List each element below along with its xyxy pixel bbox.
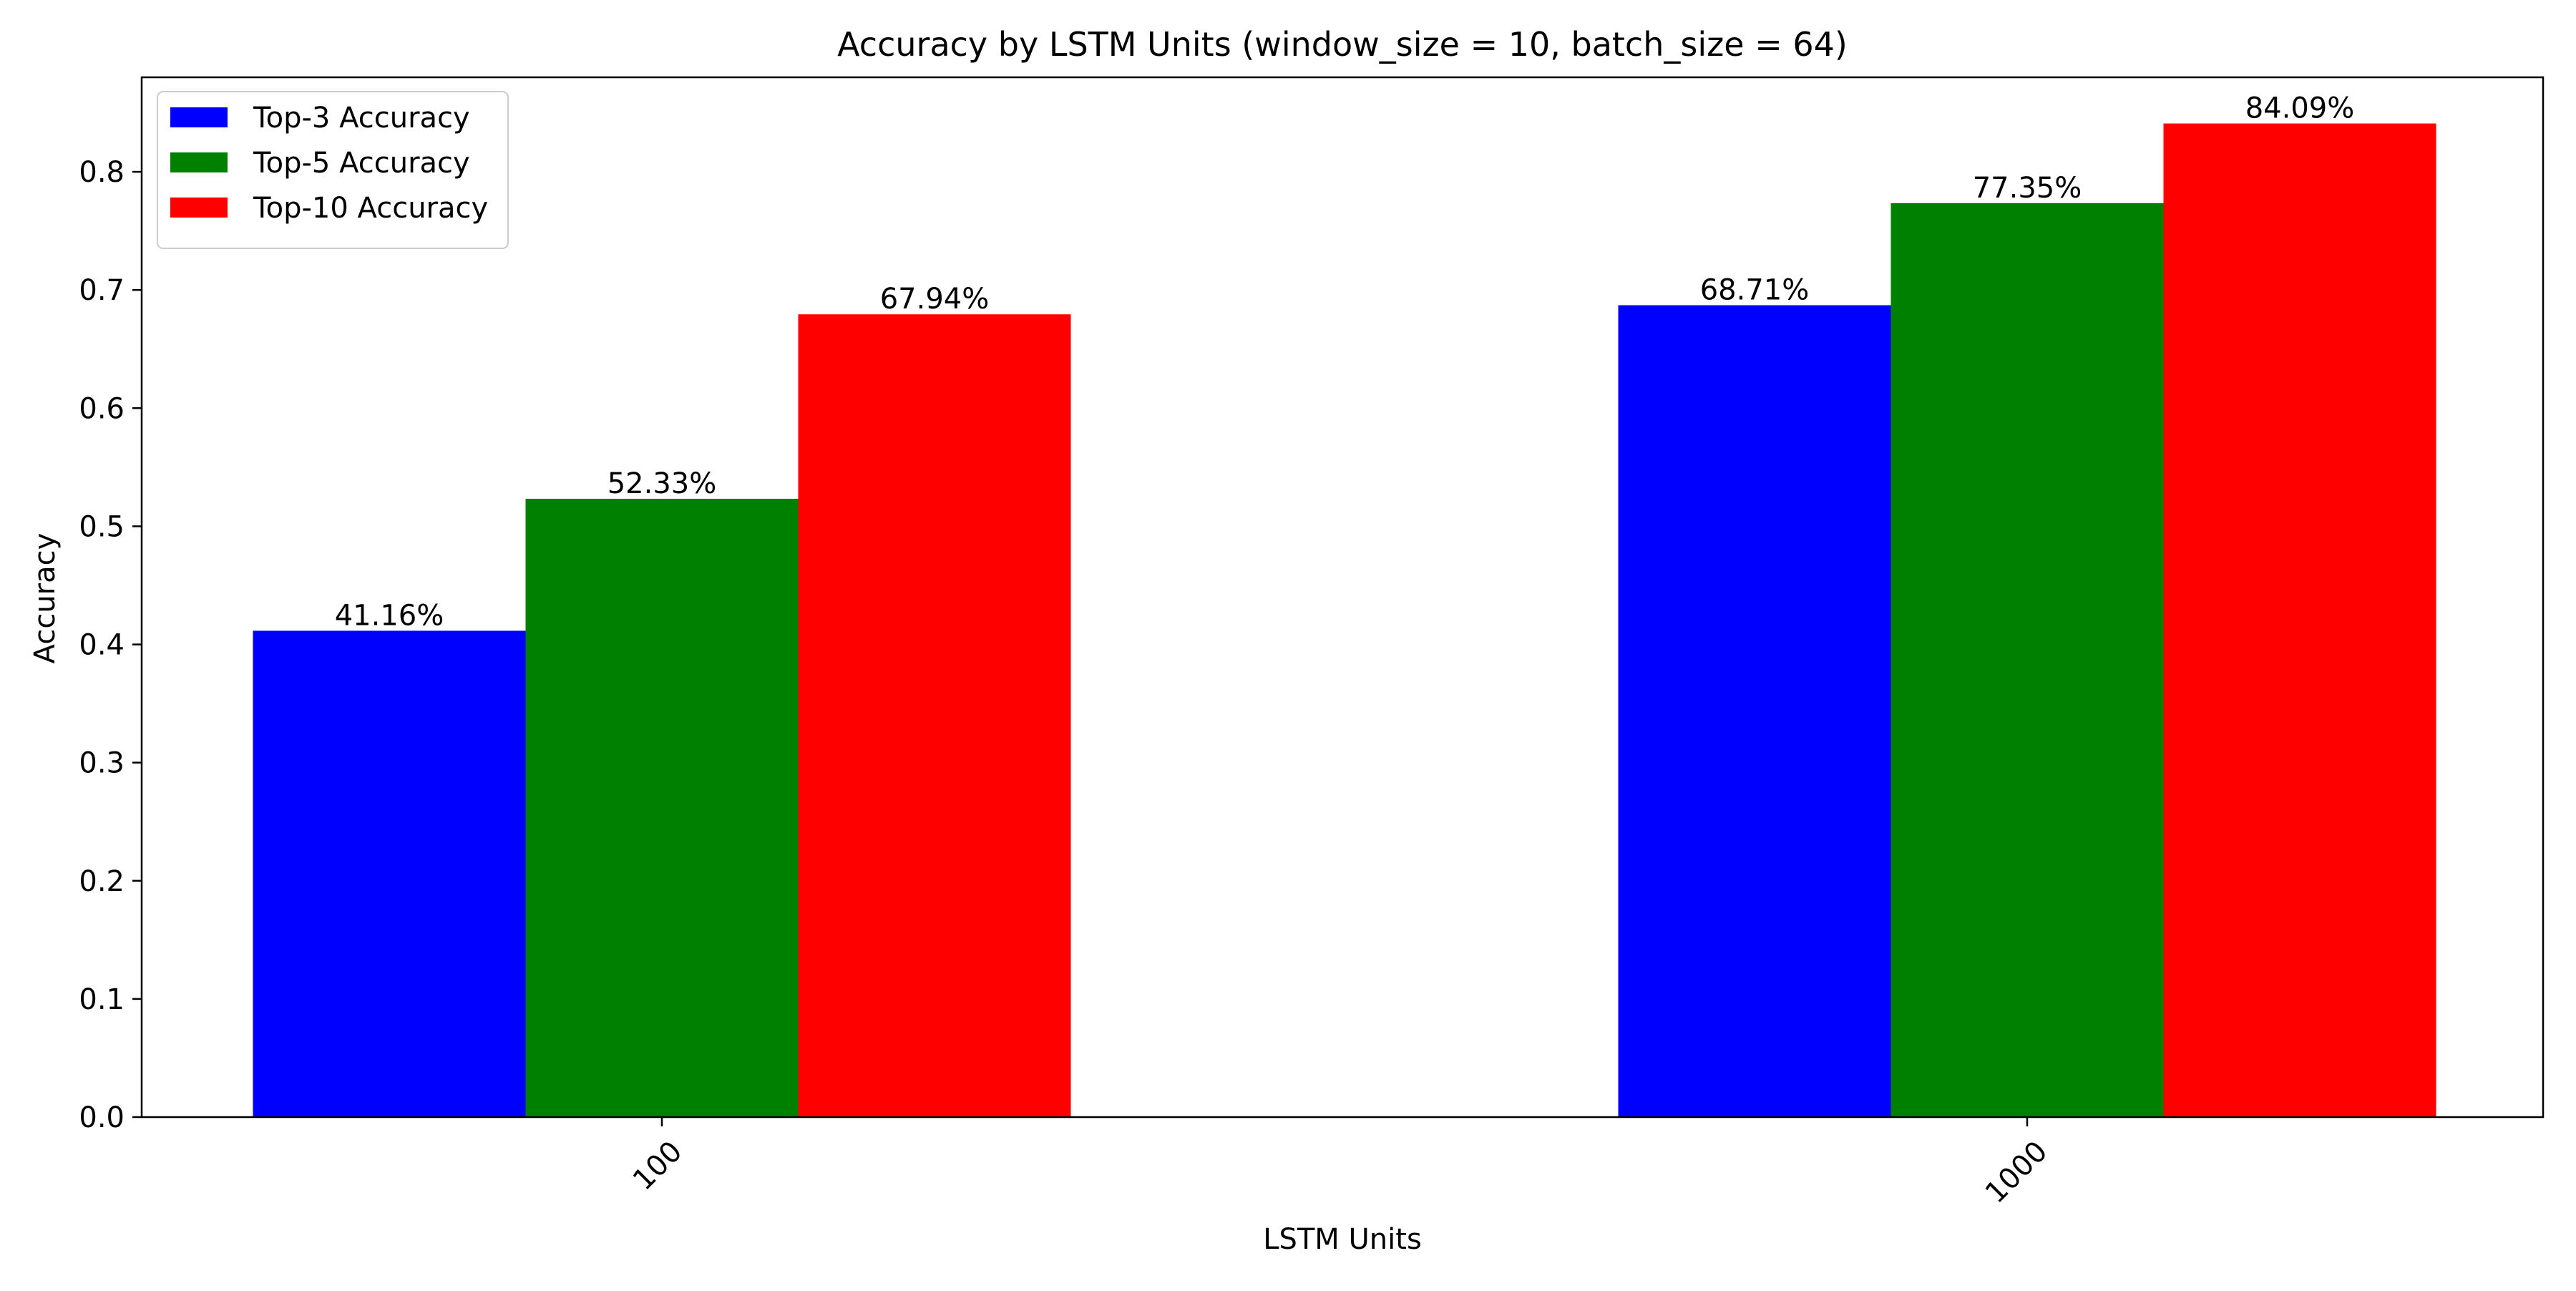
bar-top-3-accuracy-1000	[1618, 305, 1891, 1118]
legend-label: Top-3 Accuracy	[253, 102, 470, 135]
y-tick-label: 0.8	[79, 156, 125, 189]
bar-top-5-accuracy-1000	[1890, 203, 2164, 1118]
x-axis-label: LSTM Units	[1263, 1223, 1422, 1256]
bar-value-label: 68.71%	[1700, 274, 1810, 307]
legend-label: Top-5 Accuracy	[253, 147, 470, 180]
legend-swatch	[170, 107, 228, 127]
legend: Top-3 Accuracy Top-5 Accuracy Top-10 Accur…	[157, 91, 509, 249]
legend-box	[157, 91, 509, 249]
y-tick-label: 0.3	[79, 747, 125, 780]
bar-value-label: 52.33%	[608, 467, 717, 500]
y-tick-label: 0.1	[79, 983, 125, 1016]
y-axis-label: Accuracy	[29, 533, 62, 664]
bar-top-10-accuracy-1000	[2163, 123, 2436, 1117]
bars-group	[253, 123, 2436, 1118]
y-tick-label: 0.5	[79, 510, 125, 543]
y-tick-label: 0.4	[79, 629, 125, 662]
bar-top-5-accuracy-100	[525, 498, 799, 1117]
y-tick-label: 0.6	[79, 392, 125, 425]
y-tick-label: 0.2	[79, 865, 125, 898]
bar-value-label: 84.09%	[2245, 92, 2355, 125]
legend-swatch	[170, 198, 228, 218]
bar-value-label: 67.94%	[880, 283, 990, 316]
bar-labels-group: 41.16% 52.33% 67.94% 68.71% 77.35% 84.09%	[335, 92, 2355, 633]
y-tick-label: 0.7	[79, 274, 125, 307]
chart-title: Accuracy by LSTM Units (window_size = 10…	[837, 25, 1848, 64]
y-axis: 0.0 0.1 0.2 0.3 0.4 0.5 0.6 0.7 0.8	[79, 156, 142, 1134]
bar-top-3-accuracy-100	[253, 630, 526, 1117]
legend-label: Top-10 Accuracy	[253, 192, 488, 225]
y-tick-label: 0.0	[79, 1101, 125, 1134]
legend-swatch	[170, 152, 228, 172]
bar-value-label: 41.16%	[335, 599, 444, 632]
bar-top-10-accuracy-100	[798, 314, 1071, 1117]
plot-frame	[140, 76, 2545, 1119]
bar-value-label: 77.35%	[1973, 172, 2082, 205]
